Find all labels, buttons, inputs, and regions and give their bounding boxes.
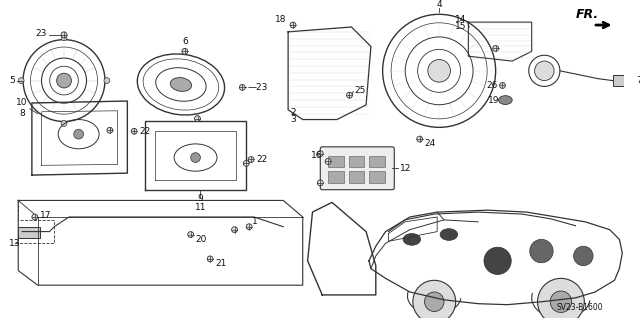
Text: 21: 21 bbox=[215, 259, 227, 268]
Circle shape bbox=[207, 256, 213, 262]
Circle shape bbox=[530, 239, 553, 263]
Text: —23: —23 bbox=[247, 83, 268, 92]
Circle shape bbox=[191, 153, 200, 162]
Text: 5: 5 bbox=[10, 76, 15, 85]
Bar bbox=[369, 156, 385, 167]
Text: 22: 22 bbox=[256, 155, 268, 164]
Circle shape bbox=[232, 227, 237, 233]
Text: 11: 11 bbox=[195, 203, 206, 212]
Text: 25: 25 bbox=[355, 86, 365, 95]
Circle shape bbox=[57, 73, 72, 88]
Circle shape bbox=[550, 291, 572, 312]
Circle shape bbox=[243, 160, 249, 166]
Bar bbox=[328, 171, 344, 183]
Circle shape bbox=[188, 232, 194, 237]
Text: 2: 2 bbox=[291, 108, 296, 117]
Text: 15: 15 bbox=[455, 23, 467, 32]
Circle shape bbox=[500, 83, 506, 88]
Text: 19: 19 bbox=[488, 96, 500, 105]
Circle shape bbox=[573, 246, 593, 266]
Circle shape bbox=[61, 35, 67, 41]
Bar bbox=[349, 156, 364, 167]
Circle shape bbox=[317, 180, 323, 186]
Circle shape bbox=[239, 85, 245, 90]
Text: 6: 6 bbox=[182, 37, 188, 46]
Bar bbox=[328, 156, 344, 167]
Text: 4: 4 bbox=[436, 0, 442, 9]
Circle shape bbox=[18, 78, 24, 84]
Circle shape bbox=[417, 136, 422, 142]
Circle shape bbox=[493, 46, 499, 51]
Text: 9: 9 bbox=[198, 194, 204, 203]
Text: 26: 26 bbox=[486, 81, 497, 90]
Text: 24: 24 bbox=[424, 139, 436, 148]
Text: SV23-B1600: SV23-B1600 bbox=[556, 303, 603, 312]
Circle shape bbox=[484, 247, 511, 274]
Circle shape bbox=[246, 224, 252, 230]
Text: 8: 8 bbox=[19, 109, 25, 118]
Circle shape bbox=[325, 159, 331, 164]
Text: 23: 23 bbox=[35, 29, 47, 38]
Circle shape bbox=[317, 151, 323, 157]
Text: FR.: FR. bbox=[575, 8, 598, 21]
Circle shape bbox=[61, 32, 67, 38]
Text: 13: 13 bbox=[8, 239, 20, 248]
Circle shape bbox=[74, 129, 83, 139]
Ellipse shape bbox=[499, 96, 512, 104]
Circle shape bbox=[290, 22, 296, 28]
Ellipse shape bbox=[440, 229, 458, 240]
Circle shape bbox=[347, 92, 353, 98]
Text: 12: 12 bbox=[400, 164, 412, 173]
Text: 16: 16 bbox=[310, 151, 322, 160]
Circle shape bbox=[131, 128, 137, 134]
Ellipse shape bbox=[170, 78, 191, 91]
Text: 3: 3 bbox=[290, 115, 296, 124]
Circle shape bbox=[107, 127, 113, 133]
Text: 14: 14 bbox=[455, 15, 467, 24]
Text: 17: 17 bbox=[40, 211, 51, 219]
Bar bbox=[349, 171, 364, 183]
Circle shape bbox=[195, 116, 200, 122]
Circle shape bbox=[61, 121, 67, 126]
Text: 10: 10 bbox=[17, 99, 28, 108]
Circle shape bbox=[538, 278, 584, 319]
Bar bbox=[18, 227, 40, 238]
Text: 7: 7 bbox=[636, 76, 640, 85]
Text: 20: 20 bbox=[196, 235, 207, 244]
Circle shape bbox=[182, 48, 188, 54]
Circle shape bbox=[424, 292, 444, 311]
Circle shape bbox=[534, 61, 554, 81]
FancyBboxPatch shape bbox=[320, 147, 394, 190]
Bar bbox=[612, 75, 634, 86]
Circle shape bbox=[248, 157, 254, 162]
Circle shape bbox=[428, 60, 451, 82]
Circle shape bbox=[413, 280, 456, 319]
Ellipse shape bbox=[403, 234, 420, 245]
Bar bbox=[369, 171, 385, 183]
Circle shape bbox=[104, 78, 110, 84]
Text: 1: 1 bbox=[252, 217, 258, 226]
Text: 18: 18 bbox=[275, 15, 286, 24]
Text: 22: 22 bbox=[139, 127, 150, 136]
Circle shape bbox=[32, 214, 38, 220]
